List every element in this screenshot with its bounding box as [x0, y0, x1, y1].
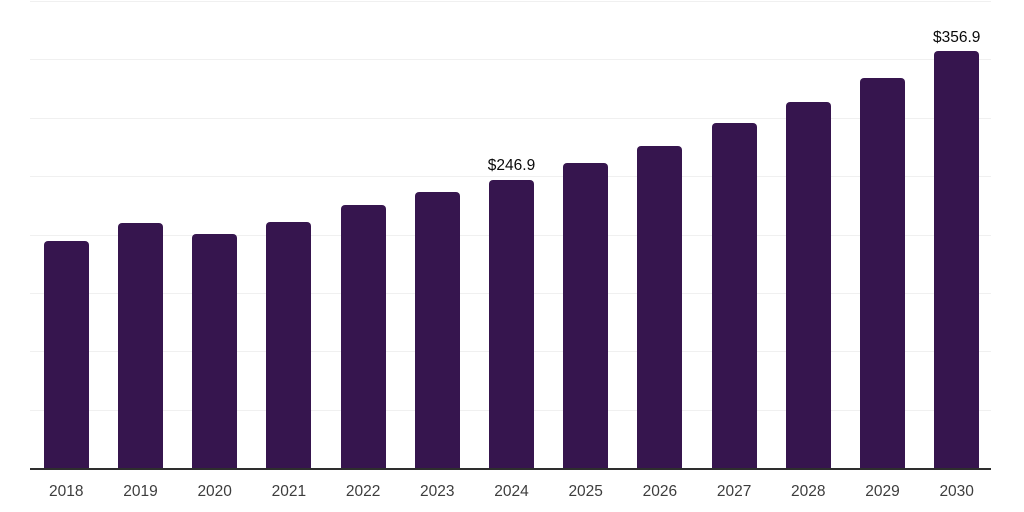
x-tick-label-2029: 2029 — [865, 483, 900, 500]
bar-2019 — [118, 222, 163, 468]
x-tick-label-2019: 2019 — [123, 483, 158, 500]
plot-area: $246.9 $356.9 — [30, 1, 991, 470]
x-tick-label-2030: 2030 — [939, 483, 974, 500]
x-tick-label-2028: 2028 — [791, 483, 826, 500]
bar-2024 — [489, 179, 534, 468]
x-tick-label-2020: 2020 — [197, 483, 232, 500]
bar-2029 — [860, 78, 905, 468]
x-tick-label-2021: 2021 — [271, 483, 307, 500]
bar-2026 — [637, 145, 683, 468]
bar-2020 — [192, 234, 238, 468]
x-tick-label-2022: 2022 — [345, 483, 381, 500]
bar-2021 — [266, 222, 312, 468]
x-tick-label-2026: 2026 — [642, 483, 678, 500]
bar-2022 — [340, 205, 386, 468]
x-tick-label-2018: 2018 — [49, 483, 84, 500]
bar-2025 — [563, 163, 609, 468]
bar-2027 — [711, 123, 757, 468]
bar-2030 — [934, 51, 980, 468]
x-tick-label-2027: 2027 — [716, 483, 752, 500]
bar-2023 — [414, 192, 460, 468]
x-tick-label-2025: 2025 — [568, 483, 603, 500]
x-axis: 2018 2019 2020 2021 2022 2023 2024 2025 2026 2027… — [30, 483, 991, 505]
gridline — [30, 117, 991, 119]
gridline — [30, 176, 991, 178]
gridline — [30, 59, 991, 61]
bar-value-label-2024: $246.9 — [487, 157, 536, 175]
bar-value-label-2030: $356.9 — [932, 28, 981, 46]
x-tick-label-2024: 2024 — [494, 483, 529, 500]
bar-2028 — [785, 101, 831, 468]
x-tick-label-2023: 2023 — [420, 483, 455, 500]
bar-2018 — [43, 240, 89, 468]
gridline — [30, 1, 991, 2]
